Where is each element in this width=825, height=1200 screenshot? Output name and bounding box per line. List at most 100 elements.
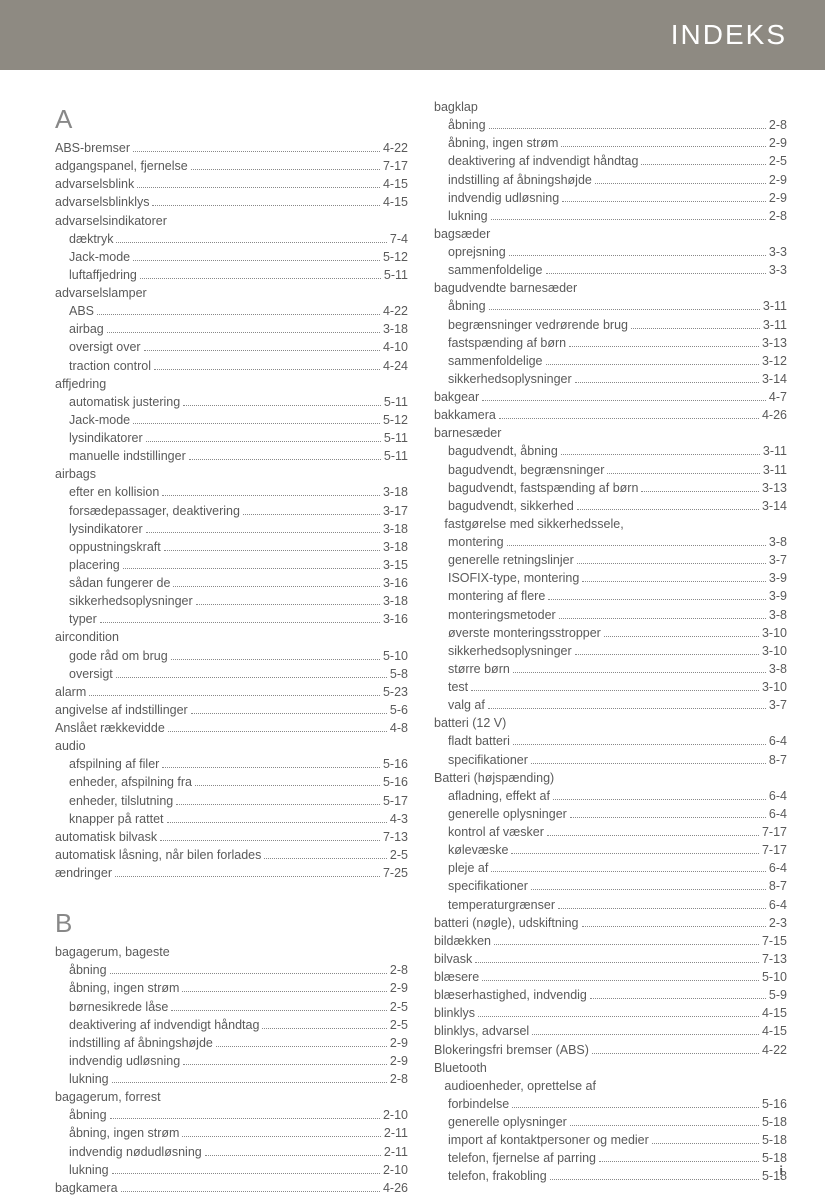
index-subentry: enheder, tilslutning 5-17 [55, 792, 408, 810]
index-subentry: oversigt 5-8 [55, 665, 408, 683]
entry-page: 5-11 [384, 266, 408, 284]
entry-leader [512, 1107, 759, 1108]
entry-page: 3-11 [763, 461, 787, 479]
entry-page: 5-18 [762, 1113, 787, 1131]
entry-label: import af kontaktpersoner og medier [448, 1131, 649, 1149]
entry-label: indvendig udløsning [69, 1052, 180, 1070]
header-bar: INDEKS [0, 0, 825, 70]
entry-page: 7-25 [383, 864, 408, 882]
entry-label: bagudvendt, sikkerhed [448, 497, 574, 515]
entry-leader [123, 568, 380, 569]
index-group-head: bagagerum, forrest [55, 1088, 408, 1106]
index-subentry: lukning 2-8 [55, 1070, 408, 1088]
index-subentry: airbag 3-18 [55, 320, 408, 338]
entry-page: 3-8 [769, 533, 787, 551]
entry-page: 2-9 [769, 171, 787, 189]
entry-leader [176, 804, 380, 805]
entry-leader [110, 973, 387, 974]
index-subentry: bagudvendt, sikkerhed 3-14 [434, 497, 787, 515]
entry-page: 5-9 [769, 986, 787, 1004]
index-subentry: ABS 4-22 [55, 302, 408, 320]
entry-leader [499, 418, 759, 419]
entry-page: 3-16 [383, 574, 408, 592]
index-subentry: traction control 4-24 [55, 357, 408, 375]
entry-leader [582, 926, 766, 927]
entry-leader [162, 495, 380, 496]
entry-label: indvendig udløsning [448, 189, 559, 207]
index-entry: angivelse af indstillinger 5-6 [55, 701, 408, 719]
entry-page: 5-10 [383, 647, 408, 665]
index-entry: blæsere 5-10 [434, 968, 787, 986]
index-subentry: indvendig udløsning 2-9 [434, 189, 787, 207]
entry-leader [144, 350, 380, 351]
entry-leader [112, 1082, 387, 1083]
index-subentry: valg af 3-7 [434, 696, 787, 714]
entry-page: 5-18 [762, 1131, 787, 1149]
entry-page: 5-18 [762, 1167, 787, 1185]
entry-leader [189, 459, 381, 460]
entry-page: 7-17 [762, 823, 787, 841]
entry-page: 2-5 [390, 998, 408, 1016]
header-title: INDEKS [671, 19, 787, 51]
entry-page: 3-14 [762, 370, 787, 388]
entry-leader [641, 491, 759, 492]
index-subentry: enheder, afspilning fra 5-16 [55, 773, 408, 791]
entry-label: blinklys [434, 1004, 475, 1022]
entry-label: indstilling af åbningshøjde [69, 1034, 213, 1052]
entry-label: test [448, 678, 468, 696]
entry-leader [599, 1161, 759, 1162]
entry-label: enheder, afspilning fra [69, 773, 192, 791]
entry-leader [559, 618, 766, 619]
entry-label: lysindikatorer [69, 429, 143, 447]
entry-label: automatisk låsning, når bilen forlades [55, 846, 261, 864]
entry-label: ISOFIX-type, montering [448, 569, 579, 587]
index-subentry: indvendig nødudløsning 2-11 [55, 1143, 408, 1161]
entry-leader [243, 514, 380, 515]
entry-label: bagudvendt, åbning [448, 442, 558, 460]
entry-leader [558, 908, 766, 909]
entry-leader [491, 219, 766, 220]
index-subentry: indvendig udløsning 2-9 [55, 1052, 408, 1070]
entry-leader [196, 604, 380, 605]
index-subentry: specifikationer 8-7 [434, 751, 787, 769]
index-subentry: dæktryk 7-4 [55, 230, 408, 248]
entry-page: 5-18 [762, 1149, 787, 1167]
index-group-head: airbags [55, 465, 408, 483]
entry-leader [146, 532, 380, 533]
entry-label: typer [69, 610, 97, 628]
entry-label: angivelse af indstillinger [55, 701, 188, 719]
entry-label: åbning [69, 1106, 107, 1124]
entry-page: 3-16 [383, 610, 408, 628]
entry-label: adgangspanel, fjernelse [55, 157, 188, 175]
entry-leader [546, 364, 759, 365]
index-subentry: sammenfoldelige 3-3 [434, 261, 787, 279]
entry-label: telefon, frakobling [448, 1167, 547, 1185]
entry-label: oppustningskraft [69, 538, 161, 556]
entry-leader [475, 962, 759, 963]
entry-page: 2-9 [390, 979, 408, 997]
index-subentry: manuelle indstillinger 5-11 [55, 447, 408, 465]
entry-label: kølevæske [448, 841, 508, 859]
index-entry: blæserhastighed, indvendig 5-9 [434, 986, 787, 1004]
entry-page: 6-4 [769, 787, 787, 805]
index-subentry: børnesikrede låse 2-5 [55, 998, 408, 1016]
entry-label: forbindelse [448, 1095, 509, 1113]
index-group-head: batteri (12 V) [434, 714, 787, 732]
index-entry: alarm 5-23 [55, 683, 408, 701]
entry-leader [561, 146, 765, 147]
index-entry: ABS-bremser 4-22 [55, 139, 408, 157]
entry-label: åbning, ingen strøm [69, 979, 179, 997]
entry-leader [191, 169, 380, 170]
entry-label: automatisk justering [69, 393, 180, 411]
entry-leader [491, 871, 766, 872]
entry-leader [488, 708, 766, 709]
entry-leader [507, 545, 766, 546]
entry-page: 2-11 [384, 1124, 408, 1142]
entry-leader [216, 1046, 387, 1047]
entry-label: afladning, effekt af [448, 787, 550, 805]
entry-label: åbning, ingen strøm [69, 1124, 179, 1142]
entry-page: 2-10 [383, 1161, 408, 1179]
entry-leader [171, 1010, 387, 1011]
entry-leader [133, 260, 380, 261]
entry-leader [478, 1016, 759, 1017]
